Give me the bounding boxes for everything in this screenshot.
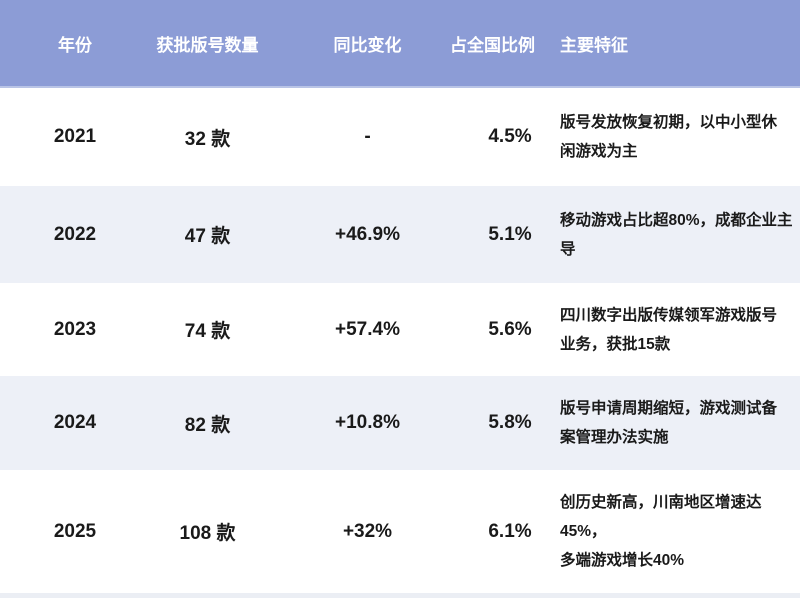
column-header-count: 获批版号数量	[156, 35, 259, 55]
cell-share: 5.1%	[488, 223, 532, 245]
cell-count: 47 款	[184, 226, 231, 247]
table-row: 2021 32 款 - 4.5% 版号发放恢复初期，以中小型休 闲游戏为主	[0, 88, 800, 186]
next-row-edge	[0, 593, 800, 598]
table-header-row: 年份 获批版号数量 同比变化 占全国比例 主要特征	[0, 0, 800, 88]
cell-share: 6.1%	[488, 520, 532, 542]
cell-change: +57.4%	[335, 318, 400, 340]
cell-features: 版号申请周期缩短，游戏测试备 案管理办法实施	[560, 400, 778, 446]
cell-share: 5.8%	[488, 412, 532, 433]
cell-features: 版号发放恢复初期，以中小型休 闲游戏为主	[560, 114, 778, 160]
cell-count: 74 款	[184, 321, 231, 342]
cell-change: +46.9%	[335, 223, 400, 245]
cell-year: 2024	[53, 412, 97, 433]
column-header-change: 同比变化	[333, 35, 402, 55]
cell-count: 108 款	[179, 523, 236, 544]
cell-change: +32%	[342, 520, 393, 542]
column-header-year: 年份	[58, 35, 92, 55]
table-row: 2022 47 款 +46.9% 5.1% 移动游戏占比超80%，成都企业主 导	[0, 186, 800, 283]
cell-features: 创历史新高，川南地区增速达45%， 多端游戏增长40%	[560, 494, 762, 569]
cell-change: -	[364, 126, 371, 147]
cell-change: +10.8%	[335, 412, 400, 433]
cell-year: 2022	[53, 223, 97, 245]
cell-year: 2021	[53, 126, 97, 147]
cell-features: 移动游戏占比超80%，成都企业主 导	[560, 211, 793, 258]
table-row: 2025 108 款 +32% 6.1% 创历史新高，川南地区增速达45%， 多…	[0, 470, 800, 593]
table-row: 2024 82 款 +10.8% 5.8% 版号申请周期缩短，游戏测试备 案管理…	[0, 376, 800, 470]
cell-count: 82 款	[184, 414, 231, 436]
cell-count: 32 款	[184, 128, 231, 150]
cell-year: 2025	[53, 520, 97, 542]
column-header-share: 占全国比例	[450, 35, 535, 55]
cell-year: 2023	[53, 318, 97, 340]
cell-share: 5.6%	[488, 318, 532, 340]
table-row: 2023 74 款 +57.4% 5.6% 四川数字出版传媒领军游戏版号 业务，…	[0, 283, 800, 376]
cell-share: 4.5%	[488, 126, 532, 147]
column-header-features: 主要特征	[560, 35, 628, 55]
cell-features: 四川数字出版传媒领军游戏版号 业务，获批15款	[560, 306, 778, 353]
